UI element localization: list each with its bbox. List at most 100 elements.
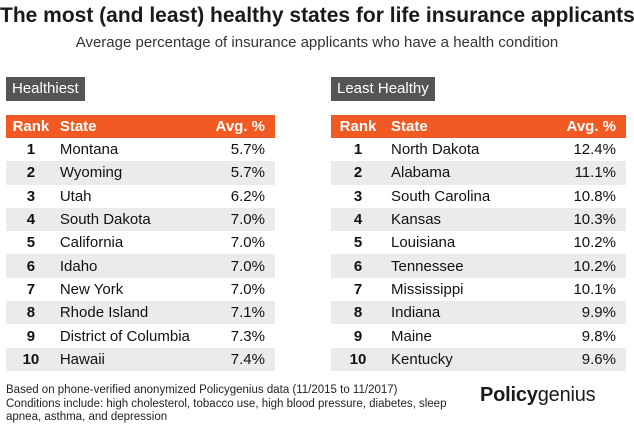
avg-cell: 12.4% — [573, 141, 616, 159]
rank-cell: 8 — [353, 304, 363, 322]
footnote: Based on phone-verified anonymized Polic… — [6, 384, 466, 425]
avg-cell: 7.1% — [230, 304, 265, 322]
rank-cell: 9 — [353, 327, 363, 345]
avg-cell: 7.0% — [230, 234, 265, 252]
healthiest-panel: Healthiest Rank State Avg. % 1 Montana 5.7… — [6, 77, 275, 371]
state-header: State — [59, 118, 97, 135]
table-row: 2 Alabama 11.1% — [331, 161, 626, 185]
table-row: 6 Tennessee 10.2% — [331, 254, 626, 278]
healthiest-rows: 1 Montana 5.7% 2 Wyoming 5.7% 3 Utah 6.2% 4 South … — [6, 138, 275, 371]
state-cell: Kansas — [391, 211, 442, 229]
rank-cell: 2 — [353, 164, 363, 182]
avg-cell: 10.2% — [573, 234, 616, 252]
state-cell: Utah — [59, 187, 92, 205]
avg-header: Avg. % — [215, 118, 265, 135]
table-row: 1 Montana 5.7% — [6, 138, 275, 162]
avg-cell: 5.7% — [230, 164, 265, 182]
policygenius-logo: Policygenius — [480, 384, 596, 407]
rank-cell: 5 — [353, 234, 363, 252]
footnote-source: Based on phone-verified anonymized Polic… — [6, 384, 398, 396]
rank-cell: 7 — [353, 280, 363, 298]
table-row: 1 North Dakota 12.4% — [331, 138, 626, 162]
rank-cell: 6 — [26, 257, 36, 275]
rank-cell: 9 — [26, 327, 36, 345]
table-row: 3 Utah 6.2% — [6, 184, 275, 208]
rank-cell: 10 — [22, 350, 40, 368]
chart-title: The most (and least) healthy states for … — [0, 4, 634, 27]
avg-cell: 7.0% — [230, 257, 265, 275]
healthiest-label: Healthiest — [6, 77, 85, 101]
avg-cell: 7.4% — [230, 350, 265, 368]
state-cell: Rhode Island — [59, 304, 149, 322]
state-cell: Maine — [391, 327, 432, 345]
table-row: 7 New York 7.0% — [6, 277, 275, 302]
avg-cell: 9.8% — [581, 327, 616, 345]
table-row: 7 Mississippi 10.1% — [331, 277, 626, 302]
rank-cell: 4 — [26, 211, 36, 229]
table-row: 4 South Dakota 7.0% — [6, 207, 275, 232]
table-row: 8 Indiana 9.9% — [331, 301, 626, 325]
avg-cell: 7.3% — [230, 327, 265, 345]
avg-cell: 5.7% — [230, 141, 265, 159]
state-cell: Kentucky — [391, 350, 453, 368]
logo-part-policy: Policy — [480, 384, 538, 406]
table-row: 3 South Carolina 10.8% — [331, 184, 626, 208]
state-header: State — [391, 118, 428, 135]
avg-cell: 10.8% — [573, 187, 616, 205]
table-row: 9 Maine 9.8% — [331, 324, 626, 348]
table-row: 8 Rhode Island 7.1% — [6, 301, 275, 325]
chart-subtitle: Average percentage of insurance applican… — [75, 34, 559, 51]
state-cell: North Dakota — [391, 141, 480, 159]
table-row: 2 Wyoming 5.7% — [6, 161, 275, 185]
avg-cell: 9.9% — [581, 304, 616, 322]
rank-cell: 6 — [353, 257, 363, 275]
state-cell: Wyoming — [59, 164, 123, 182]
table-row: 6 Idaho 7.0% — [6, 254, 275, 278]
avg-cell: 10.2% — [573, 257, 616, 275]
state-cell: South Dakota — [59, 211, 151, 229]
avg-cell: 10.1% — [573, 280, 616, 298]
avg-cell: 7.0% — [230, 280, 265, 298]
table-row: 5 California 7.0% — [6, 231, 275, 255]
footnote-conditions: Conditions include: high cholesterol, to… — [6, 397, 447, 410]
state-cell: Tennessee — [391, 257, 464, 275]
state-cell: California — [59, 234, 124, 252]
rank-header: Rank — [339, 118, 377, 135]
rank-cell: 2 — [26, 164, 36, 182]
avg-cell: 11.1% — [574, 164, 616, 182]
rank-header: Rank — [12, 118, 50, 135]
table-header-row: Rank State Avg. % — [6, 115, 275, 138]
rank-cell: 3 — [353, 187, 363, 205]
table-header-row: Rank State Avg. % — [331, 115, 626, 138]
avg-cell: 10.3% — [573, 211, 616, 229]
state-cell: Montana — [59, 141, 119, 159]
rank-cell: 4 — [353, 211, 363, 229]
rank-cell: 3 — [26, 187, 36, 205]
avg-cell: 7.0% — [230, 211, 265, 229]
state-cell: Mississippi — [391, 280, 464, 298]
least-healthy-table: Rank State Avg. % 1 North Dakota 12.4% 2 Ala… — [331, 115, 626, 371]
state-cell: Indiana — [391, 304, 441, 322]
avg-cell: 9.6% — [581, 350, 616, 368]
avg-header: Avg. % — [566, 118, 616, 135]
least-healthy-panel: Least Healthy Rank State Avg. % 1 North D… — [331, 77, 626, 371]
table-row: 4 Kansas 10.3% — [331, 207, 626, 232]
rank-cell: 10 — [349, 350, 367, 368]
least-healthy-label: Least Healthy — [331, 77, 435, 101]
state-cell: Alabama — [391, 164, 451, 182]
state-cell: New York — [59, 280, 124, 298]
rank-cell: 5 — [26, 234, 36, 252]
state-cell: District of Columbia — [59, 327, 190, 345]
table-row: 5 Louisiana 10.2% — [331, 231, 626, 255]
rank-cell: 8 — [26, 304, 36, 322]
footnote-conditions-cont: apnea, asthma, and depression — [6, 411, 168, 423]
rank-cell: 7 — [26, 280, 36, 298]
table-row: 10 Hawaii 7.4% — [6, 347, 275, 371]
table-row: 9 District of Columbia 7.3% — [6, 324, 275, 348]
least-healthy-rows: 1 North Dakota 12.4% 2 Alabama 11.1% 3 South Ca… — [331, 138, 626, 371]
state-cell: Idaho — [59, 257, 98, 275]
state-cell: Louisiana — [391, 234, 456, 252]
table-row: 10 Kentucky 9.6% — [331, 347, 626, 371]
state-cell: South Carolina — [391, 187, 491, 205]
rank-cell: 1 — [26, 141, 36, 159]
